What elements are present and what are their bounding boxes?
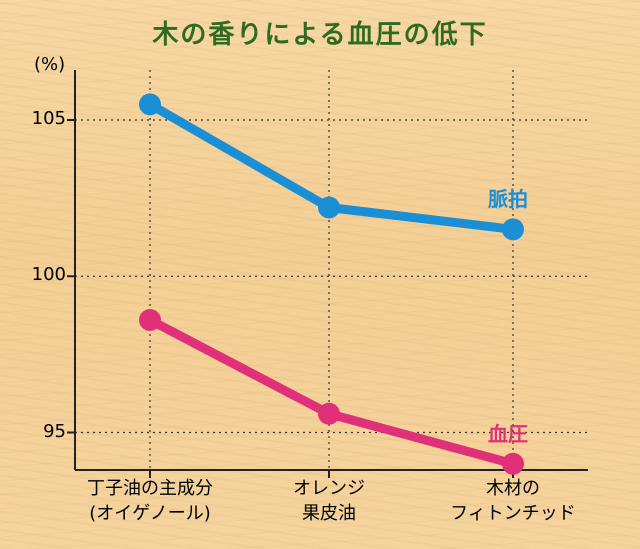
- y-axis-unit-label: (%): [34, 54, 66, 75]
- series-label: 血圧: [488, 421, 528, 446]
- axes: [74, 70, 588, 471]
- data-point: [502, 218, 524, 241]
- data-point: [139, 93, 161, 116]
- x-tick-label-line: 木材の: [486, 478, 540, 499]
- data-point: [139, 309, 161, 331]
- y-tick-label: 95: [43, 420, 66, 442]
- x-tick-label-line: オレンジ: [293, 478, 365, 499]
- series-line-blood-pressure: [145, 315, 518, 469]
- x-tick-label-line: 丁子油の主成分: [87, 478, 213, 499]
- x-tick-label-line: フィトンチッド: [450, 503, 576, 524]
- gridlines: [75, 70, 588, 470]
- x-tick-label: 木材のフィトンチッド: [428, 476, 598, 526]
- data-point: [318, 402, 340, 425]
- y-tick-label: 100: [31, 264, 66, 286]
- series-group: [139, 93, 524, 475]
- data-point: [502, 452, 524, 475]
- x-tick-label-line: 果皮油: [302, 503, 356, 524]
- x-tick-label-line: (オイゲノール): [89, 503, 211, 524]
- x-tick-label: オレンジ 果皮油: [244, 476, 414, 526]
- y-tick-label: 105: [31, 108, 66, 129]
- chart-title: 木の香りによる血圧の低下: [152, 20, 488, 50]
- series-label: 脈拍: [488, 187, 528, 212]
- x-tick-label: 丁子油の主成分 (オイゲノール): [65, 476, 235, 526]
- axis-ticks: [67, 119, 514, 478]
- data-point: [318, 196, 340, 219]
